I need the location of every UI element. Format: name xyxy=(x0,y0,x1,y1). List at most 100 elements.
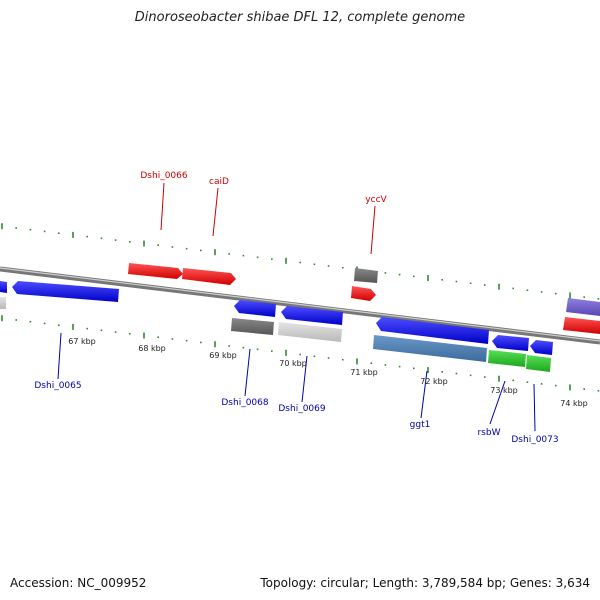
tick-minor xyxy=(157,244,159,246)
gene-Dshi_0065[interactable] xyxy=(12,281,119,302)
genome-summary-text: Topology: circular; Length: 3,789,584 bp… xyxy=(260,576,590,590)
callout-ggt1 xyxy=(420,370,428,419)
tick-minor xyxy=(58,232,60,234)
tick-minor xyxy=(200,341,202,344)
tick-minor xyxy=(455,372,458,375)
tick-minor xyxy=(413,367,415,370)
gene-right-purple[interactable] xyxy=(566,298,600,316)
gene-yccV[interactable] xyxy=(351,286,376,301)
tick-minor xyxy=(242,254,245,257)
gene-label-ggt1: ggt1 xyxy=(410,420,431,430)
gene-rsbW[interactable] xyxy=(488,350,526,367)
tick-major xyxy=(569,292,571,299)
tick-minor xyxy=(114,331,117,333)
tick-minor xyxy=(43,322,46,325)
tick-label-71kbp: 71 kbp xyxy=(350,368,378,377)
gene-label-rsbW: rsbW xyxy=(477,428,500,438)
tick-major xyxy=(427,275,429,282)
tick-minor xyxy=(555,292,557,295)
tick-major xyxy=(356,358,358,365)
tick-minor xyxy=(185,247,188,250)
gene-label-Dshi_0068: Dshi_0068 xyxy=(221,398,269,408)
tick-minor xyxy=(171,246,174,248)
tick-major xyxy=(143,332,145,339)
gene-caiD[interactable] xyxy=(182,268,236,285)
gene-Dshi_0068[interactable] xyxy=(231,318,274,335)
callout-Dshi_0065 xyxy=(57,332,62,380)
tick-major xyxy=(72,231,74,238)
tick-minor xyxy=(484,284,486,286)
callout-Dshi_0068 xyxy=(244,348,251,397)
tick-label-67kbp: 67 kbp xyxy=(68,337,96,346)
gene-Dshi_0068-top[interactable] xyxy=(234,300,276,317)
gene-rsbW-top[interactable] xyxy=(492,335,529,351)
tick-minor xyxy=(370,362,372,364)
tick-major xyxy=(72,323,74,330)
tick-minor xyxy=(58,324,60,326)
tick-minor xyxy=(114,239,117,241)
tick-minor xyxy=(171,338,174,340)
tick-label-72kbp: 72 kbp xyxy=(420,377,448,386)
gene-yccV-partner[interactable] xyxy=(354,268,378,283)
tick-minor xyxy=(29,320,32,323)
gene-Dshi_0069-top[interactable] xyxy=(281,306,343,325)
tick-minor xyxy=(200,249,202,252)
tick-minor xyxy=(299,261,301,264)
tick-minor xyxy=(398,273,401,276)
tick-minor xyxy=(15,319,17,321)
tick-minor xyxy=(313,355,316,358)
tick-minor xyxy=(157,336,159,338)
gene-left-edge[interactable] xyxy=(0,281,7,293)
tick-major xyxy=(1,315,3,322)
tick-minor xyxy=(327,265,330,267)
tick-minor xyxy=(129,333,131,335)
tick-label-74kbp: 74 kbp xyxy=(560,399,588,408)
callout-Dshi_0073 xyxy=(533,383,536,432)
tick-label-68kbp: 68 kbp xyxy=(138,344,166,353)
gene-ggt1-top[interactable] xyxy=(376,317,489,344)
map-title: Dinoroseobacter shibae DFL 12, complete … xyxy=(134,10,466,25)
tick-minor xyxy=(100,237,103,240)
gene-label-caiD: caiD xyxy=(209,177,229,187)
tick-minor xyxy=(342,358,344,361)
tick-minor xyxy=(540,291,543,293)
tick-minor xyxy=(29,228,32,231)
tick-minor xyxy=(228,345,230,347)
tick-major xyxy=(285,349,287,356)
gene-Dshi_0069[interactable] xyxy=(278,322,342,342)
tick-minor xyxy=(597,390,600,392)
tick-minor xyxy=(512,379,514,382)
gene-Dshi_0073[interactable] xyxy=(526,355,551,372)
tick-minor xyxy=(129,241,131,243)
tick-minor xyxy=(484,376,486,378)
tick-major xyxy=(285,257,287,264)
gene-right-red[interactable] xyxy=(563,317,600,334)
tick-minor xyxy=(597,298,600,300)
tick-major xyxy=(214,341,216,348)
callout-Dshi_0069 xyxy=(301,355,308,403)
tick-minor xyxy=(228,253,230,255)
callout-Dshi_0066 xyxy=(160,182,165,231)
tick-minor xyxy=(441,371,443,373)
gene-ggt1[interactable] xyxy=(373,335,487,362)
tick-minor xyxy=(327,357,330,359)
tick-minor xyxy=(384,364,387,366)
tick-minor xyxy=(86,235,88,238)
tick-minor xyxy=(540,383,543,385)
gene-label-Dshi_0069: Dshi_0069 xyxy=(278,404,326,414)
tick-minor xyxy=(413,275,415,278)
accession-text: Accession: NC_009952 xyxy=(10,576,147,590)
tick-minor xyxy=(526,289,529,291)
callout-caiD xyxy=(212,187,219,237)
gene-Dshi_0066[interactable] xyxy=(128,263,183,279)
gene-label-yccV: yccV xyxy=(365,195,387,205)
tick-minor xyxy=(86,327,88,330)
gene-left-edge-gray[interactable] xyxy=(0,297,6,309)
tick-minor xyxy=(271,350,273,352)
tick-minor xyxy=(342,266,344,269)
tick-minor xyxy=(256,348,259,351)
tick-minor xyxy=(455,280,458,283)
gene-Dshi_0073-top[interactable] xyxy=(530,340,553,355)
tick-minor xyxy=(583,296,585,298)
